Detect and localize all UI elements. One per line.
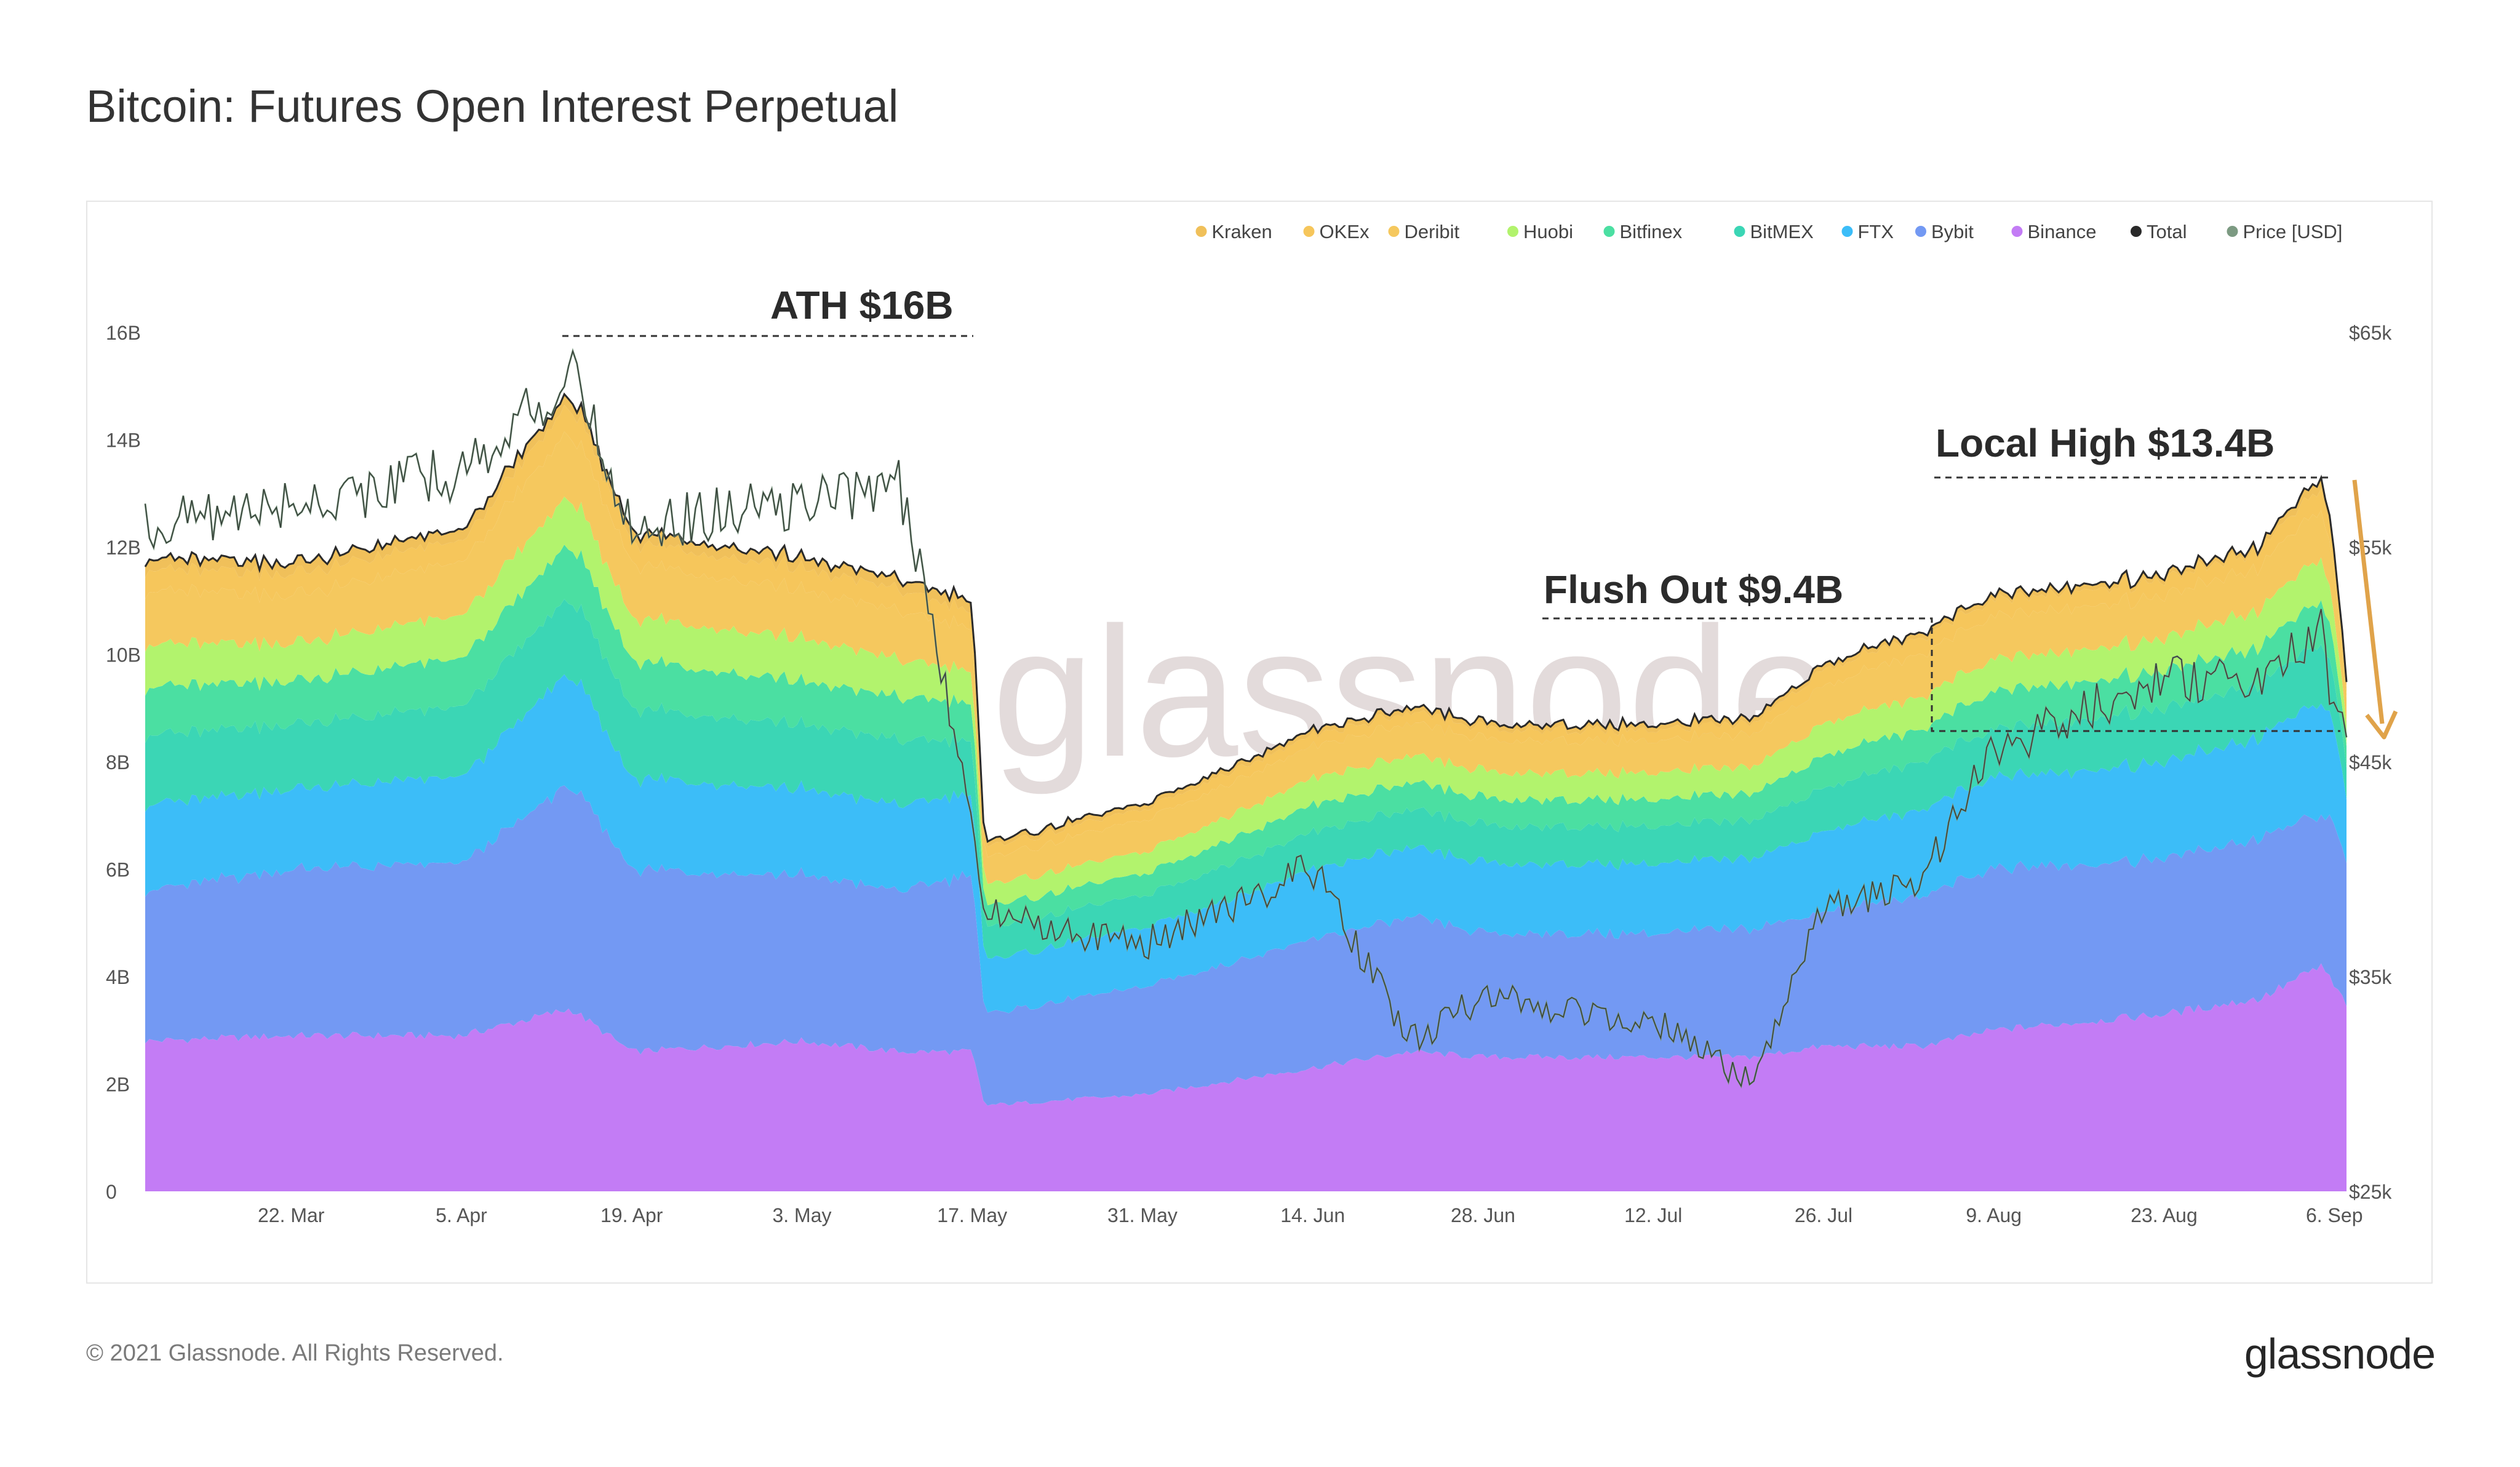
y-left-tick-label: 12B (106, 537, 141, 559)
legend-item-bybit[interactable]: Bybit (1915, 221, 1974, 242)
legend-dot (1507, 226, 1518, 237)
y-left-tick-label: 10B (106, 644, 141, 666)
chart-panel: glassnode 0 2B 4B 6B 8B 10B 12B 14B 16B $25k $35k $… (86, 201, 2433, 1284)
legend-dot (2227, 226, 2238, 237)
y-left-tick-label: 6B (106, 859, 130, 881)
legend-item-total[interactable]: Total (2131, 221, 2187, 242)
legend-item-okex[interactable]: OKEx (1303, 221, 1370, 242)
x-tick-label: 12. Jul (1624, 1204, 1682, 1226)
legend-item-huobi[interactable]: Huobi (1507, 221, 1573, 242)
area-bitfinex (145, 545, 2347, 927)
area-ftx (145, 674, 2347, 1013)
legend-label: OKEx (1320, 221, 1370, 242)
area-binance (145, 963, 2347, 1191)
x-tick-label: 5. Apr (436, 1204, 487, 1226)
y-right-tick-label: $35k (2349, 966, 2392, 988)
legend-item-deribit[interactable]: Deribit (1388, 221, 1460, 242)
y-right-tick-label: $45k (2349, 751, 2392, 773)
x-tick-label: 6. Sep (2306, 1204, 2363, 1226)
drop-arrow-head (2365, 710, 2398, 740)
legend-label: FTX (1858, 221, 1894, 242)
legend-item-price-usd[interactable]: Price [USD] (2227, 221, 2343, 242)
copyright-notice: © 2021 Glassnode. All Rights Reserved. (86, 1340, 504, 1366)
drop-arrow-line (2352, 479, 2385, 724)
line-total (144, 392, 2348, 843)
area-bitmex (145, 599, 2347, 959)
x-tick-label: 26. Jul (1795, 1204, 1852, 1226)
x-tick-label: 9. Aug (1966, 1204, 2022, 1226)
legend-item-binance[interactable]: Binance (2011, 221, 2097, 242)
x-tick-label: 22. Mar (258, 1204, 325, 1226)
legend-item-bitmex[interactable]: BitMEX (1734, 221, 1814, 242)
glassnode-logo[interactable]: glassnode (2244, 1330, 2436, 1378)
x-tick-label: 14. Jun (1280, 1204, 1345, 1226)
area-deribit (145, 431, 2347, 884)
legend-label: Total (2147, 221, 2187, 242)
y-right-tick-label: $25k (2349, 1181, 2392, 1203)
x-tick-label: 3. May (772, 1204, 831, 1226)
x-tick-label: 19. Apr (600, 1204, 663, 1226)
legend-dot (1388, 226, 1400, 237)
area-okex (145, 404, 2347, 858)
legend-label: BitMEX (1750, 221, 1814, 242)
x-tick-label: 17. May (937, 1204, 1007, 1226)
annotation-flush-out: Flush Out $9.4B (1544, 567, 1843, 612)
y-left-tick-label: 2B (106, 1074, 130, 1096)
legend-dot (1195, 226, 1207, 237)
legend-dot (2131, 226, 2142, 237)
x-tick-label: 31. May (1107, 1204, 1178, 1226)
y-left-tick-label: 16B (106, 322, 141, 344)
legend-label: Kraken (1212, 221, 1272, 242)
page-title: Bitcoin: Futures Open Interest Perpetual (86, 81, 899, 132)
legend-dot (2011, 226, 2023, 237)
legend-dot (1841, 226, 1853, 237)
y-left-tick-label: 14B (106, 430, 141, 452)
legend-item-ftx[interactable]: FTX (1841, 221, 1894, 242)
annotation-ath: ATH $16B (770, 283, 954, 327)
legend-label: Price [USD] (2243, 221, 2343, 242)
line-price-usd-detail (145, 349, 2347, 1088)
legend-label: Bybit (1931, 221, 1974, 242)
legend-label: Bitfinex (1620, 221, 1683, 242)
area-bybit (145, 785, 2347, 1106)
chart-svg: glassnode 02B4B6B8B10B12B14B16B$25k$35k$… (106, 221, 2398, 1226)
annotation-local-high: Local High $13.4B (1936, 421, 2275, 465)
legend-dot (1915, 226, 1926, 237)
legend-item-kraken[interactable]: Kraken (1195, 221, 1272, 242)
legend-label: Deribit (1405, 221, 1460, 242)
legend-item-bitfinex[interactable]: Bitfinex (1603, 221, 1683, 242)
legend-label: Binance (2028, 221, 2097, 242)
y-right-tick-label: $65k (2349, 322, 2392, 344)
y-right-tick-label: $55k (2349, 537, 2392, 559)
legend-dot (1603, 226, 1615, 237)
legend-label: Huobi (1523, 221, 1573, 242)
x-tick-label: 23. Aug (2131, 1204, 2198, 1226)
y-left-tick-label: 8B (106, 751, 130, 773)
x-tick-label: 28. Jun (1451, 1204, 1515, 1226)
legend-dot (1734, 226, 1745, 237)
flush-out-dashed-line (1542, 617, 2340, 732)
y-left-tick-label: 0 (106, 1181, 117, 1203)
y-left-tick-label: 4B (106, 966, 130, 988)
legend-dot (1303, 226, 1315, 237)
area-huobi (145, 497, 2347, 906)
